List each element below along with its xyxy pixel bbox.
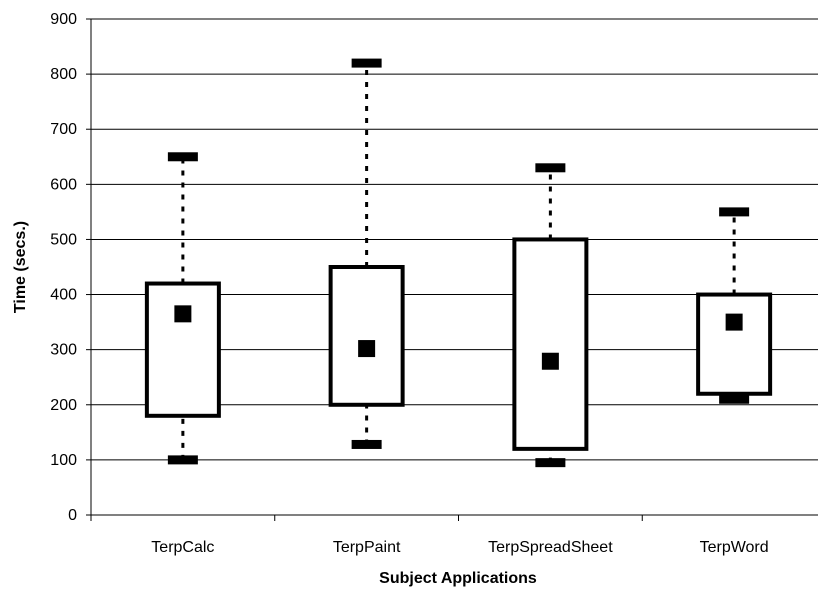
mean-marker: [174, 305, 192, 323]
boxes: [144, 58, 773, 468]
y-axis-title: Time (secs.): [12, 221, 29, 313]
y-tick-label: 900: [50, 11, 77, 28]
y-tick-label: 800: [50, 66, 77, 83]
y-tick-label: 0: [68, 507, 77, 524]
x-tick-label: TerpPaint: [333, 539, 401, 556]
x-tick-label: TerpSpreadSheet: [488, 539, 613, 556]
min-cap: [351, 439, 382, 449]
mean-marker: [725, 313, 743, 331]
box-group-terppaint: [328, 58, 405, 449]
y-tick-label: 300: [50, 342, 77, 359]
x-axis-ticks: TerpCalc TerpPaint TerpSpreadSheet TerpWord: [90, 515, 769, 556]
y-tick-label: 200: [50, 397, 77, 414]
iqr-box: [144, 281, 221, 418]
max-cap: [535, 163, 566, 173]
y-tick-label: 100: [50, 452, 77, 469]
max-cap: [719, 207, 750, 217]
y-tick-label: 500: [50, 231, 77, 248]
mean-marker: [541, 352, 559, 370]
y-axis-ticks: 0 100 200 300 400 500 600 700 800 900: [50, 11, 91, 524]
box-group-terpcalc: [144, 152, 221, 465]
max-cap: [167, 152, 198, 162]
box-group-terpword: [696, 207, 773, 404]
mean-marker: [358, 340, 376, 358]
y-tick-label: 400: [50, 287, 77, 304]
box-group-terpspreadsheet: [512, 163, 589, 468]
iqr-box: [696, 292, 773, 396]
min-cap: [719, 394, 750, 404]
min-cap: [535, 458, 566, 468]
x-axis-title: Subject Applications: [379, 570, 537, 587]
max-cap: [351, 58, 382, 68]
iqr-box: [328, 265, 405, 407]
y-tick-label: 600: [50, 176, 77, 193]
y-tick-label: 700: [50, 121, 77, 138]
x-tick-label: TerpWord: [700, 539, 769, 556]
x-tick-label: TerpCalc: [151, 539, 214, 556]
iqr-box: [512, 237, 589, 451]
min-cap: [167, 455, 198, 465]
